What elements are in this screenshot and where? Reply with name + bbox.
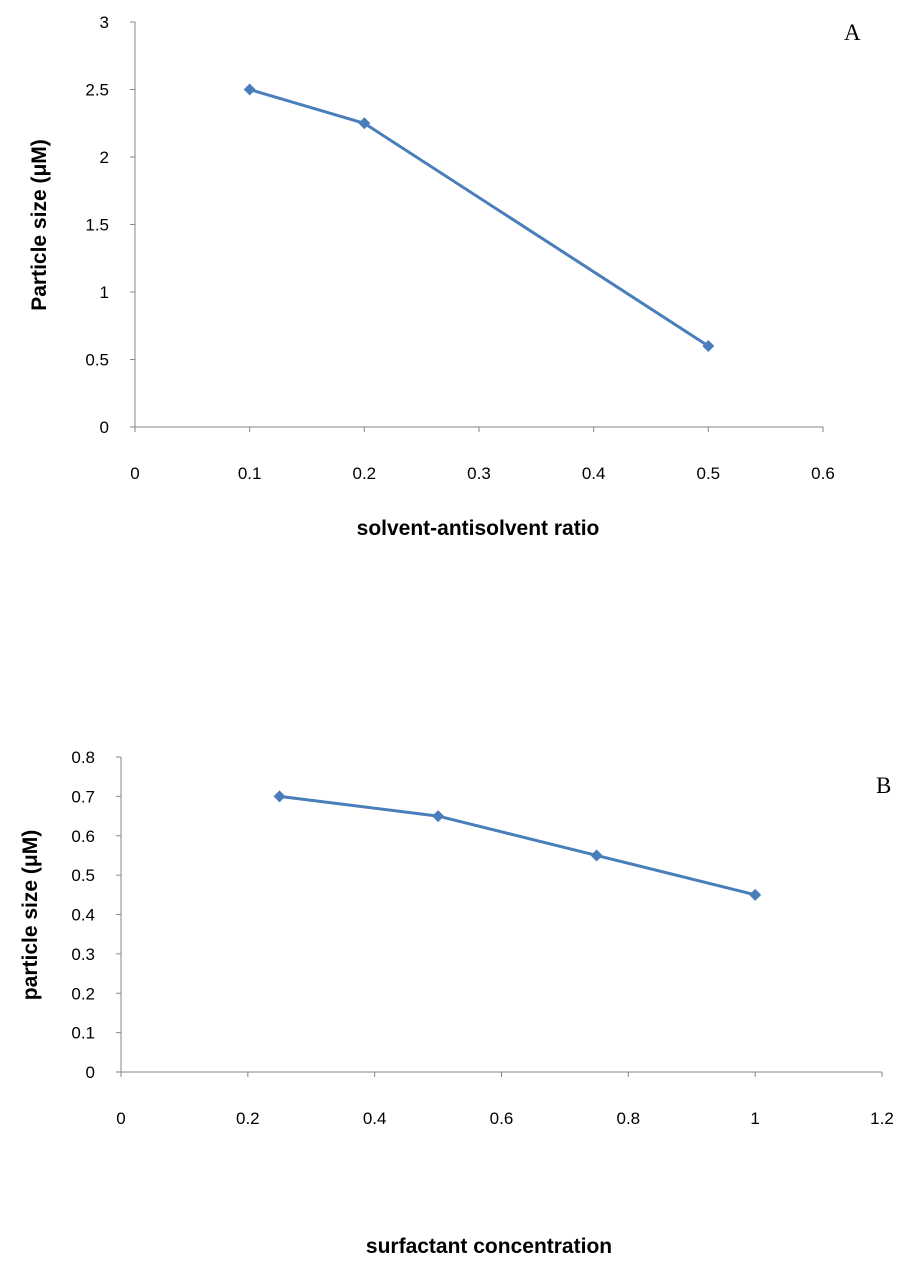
chart-b-x-tick-label: 0.8 (617, 1109, 641, 1128)
chart-b-x-tick-label: 0 (116, 1109, 125, 1128)
chart-b-x-tick-label: 1.2 (870, 1109, 894, 1128)
chart-b-x-tick-label: 0.6 (490, 1109, 514, 1128)
chart-a-x-tick-label: 0.6 (811, 464, 835, 483)
chart-b-data-point (749, 888, 762, 901)
chart-b-data-point (432, 810, 445, 823)
chart-a-marks: 0 0.5 1 1.5 2 2.5 3 0 0.1 0.2 0.3 0.4 0.5 0.6 (85, 13, 834, 483)
chart-b-y-tick-label: 0 (86, 1063, 95, 1082)
chart-a-y-axis-label: Particle size (μM) (28, 139, 51, 311)
chart-a-data-point (243, 83, 256, 96)
chart-b-y-tick-label: 0.7 (71, 787, 95, 806)
chart-a-x-tick-label: 0.5 (697, 464, 721, 483)
chart-b-y-tick-label: 0.1 (71, 1024, 95, 1043)
chart-b-y-axis-label: particle size (μM) (19, 830, 42, 1000)
chart-a-x-tick-label: 0.3 (467, 464, 491, 483)
chart-b-y-tick-label: 0.4 (71, 906, 95, 925)
chart-b-y-tick-label: 0.5 (71, 866, 95, 885)
chart-b-y-tick-label: 0.2 (71, 984, 95, 1003)
chart-a-x-tick-label: 0 (130, 464, 139, 483)
chart-a-y-tick-label: 2.5 (85, 81, 109, 100)
chart-b-marks: 0 0.1 0.2 0.3 0.4 0.5 0.6 0.7 0.8 0 0.2 0.4 0.6 0.8 1 1… (71, 748, 893, 1128)
chart-b-x-tick-label: 0.2 (236, 1109, 260, 1128)
chart-b-series-line (279, 794, 756, 897)
chart-a-y-tick-label: 1.5 (85, 216, 109, 235)
chart-a-y-tick-label: 0.5 (85, 351, 109, 370)
chart-b: 0 0.1 0.2 0.3 0.4 0.5 0.6 0.7 0.8 0 0.2 0.4 0.6 0.8 1 1… (19, 748, 894, 1258)
chart-a-x-axis-label: solvent-antisolvent ratio (357, 517, 600, 540)
chart-a-y-tick-label: 2 (100, 148, 109, 167)
chart-b-x-axis-label: surfactant concentration (366, 1235, 612, 1258)
chart-a-y-tick-label: 0 (100, 418, 109, 437)
chart-a-series-line (249, 88, 710, 348)
chart-a-y-tick-label: 3 (100, 13, 109, 32)
chart-a: 0 0.5 1 1.5 2 2.5 3 0 0.1 0.2 0.3 0.4 0.5 0.6 A solve… (28, 13, 861, 540)
chart-b-data-point (273, 790, 286, 803)
chart-a-x-tick-label: 0.2 (353, 464, 377, 483)
chart-b-y-tick-label: 0.8 (71, 748, 95, 767)
chart-b-data-point (590, 849, 603, 862)
chart-a-y-tick-label: 1 (100, 283, 109, 302)
chart-a-data-point (702, 340, 715, 352)
chart-b-y-tick-label: 0.6 (71, 827, 95, 846)
chart-a-data-point (358, 117, 371, 130)
chart-b-x-tick-label: 1 (750, 1109, 759, 1128)
chart-a-x-tick-label: 0.1 (238, 464, 262, 483)
chart-b-y-tick-label: 0.3 (71, 945, 95, 964)
chart-b-panel-label: B (876, 773, 891, 798)
chart-a-panel-label: A (844, 20, 861, 45)
chart-b-x-tick-label: 0.4 (363, 1109, 387, 1128)
chart-a-x-tick-label: 0.4 (582, 464, 606, 483)
